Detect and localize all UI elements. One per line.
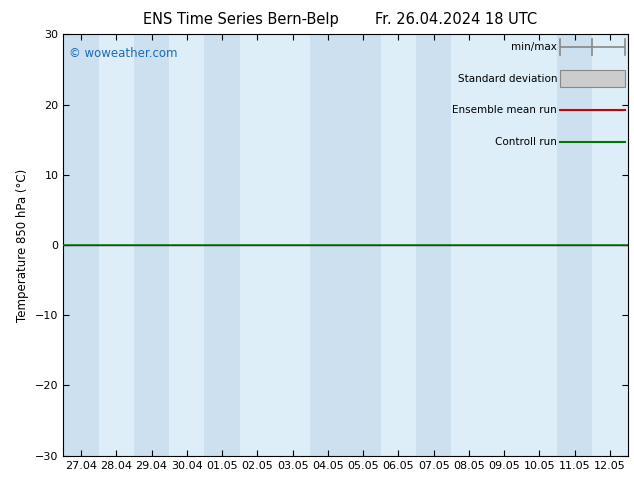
Bar [134,34,169,456]
Bar [560,70,625,87]
Bar [416,34,451,456]
Bar [310,34,346,456]
Text: min/max: min/max [511,42,557,52]
Text: Controll run: Controll run [495,137,557,147]
Text: ENS Time Series Bern-Belp: ENS Time Series Bern-Belp [143,12,339,27]
Text: Standard deviation: Standard deviation [458,74,557,84]
Bar [557,34,592,456]
Y-axis label: Temperature 850 hPa (°C): Temperature 850 hPa (°C) [16,169,30,321]
Text: Ensemble mean run: Ensemble mean run [453,105,557,115]
Text: Fr. 26.04.2024 18 UTC: Fr. 26.04.2024 18 UTC [375,12,538,27]
Bar [204,34,240,456]
Bar [63,34,99,456]
Text: © woweather.com: © woweather.com [69,47,178,60]
Bar [346,34,381,456]
